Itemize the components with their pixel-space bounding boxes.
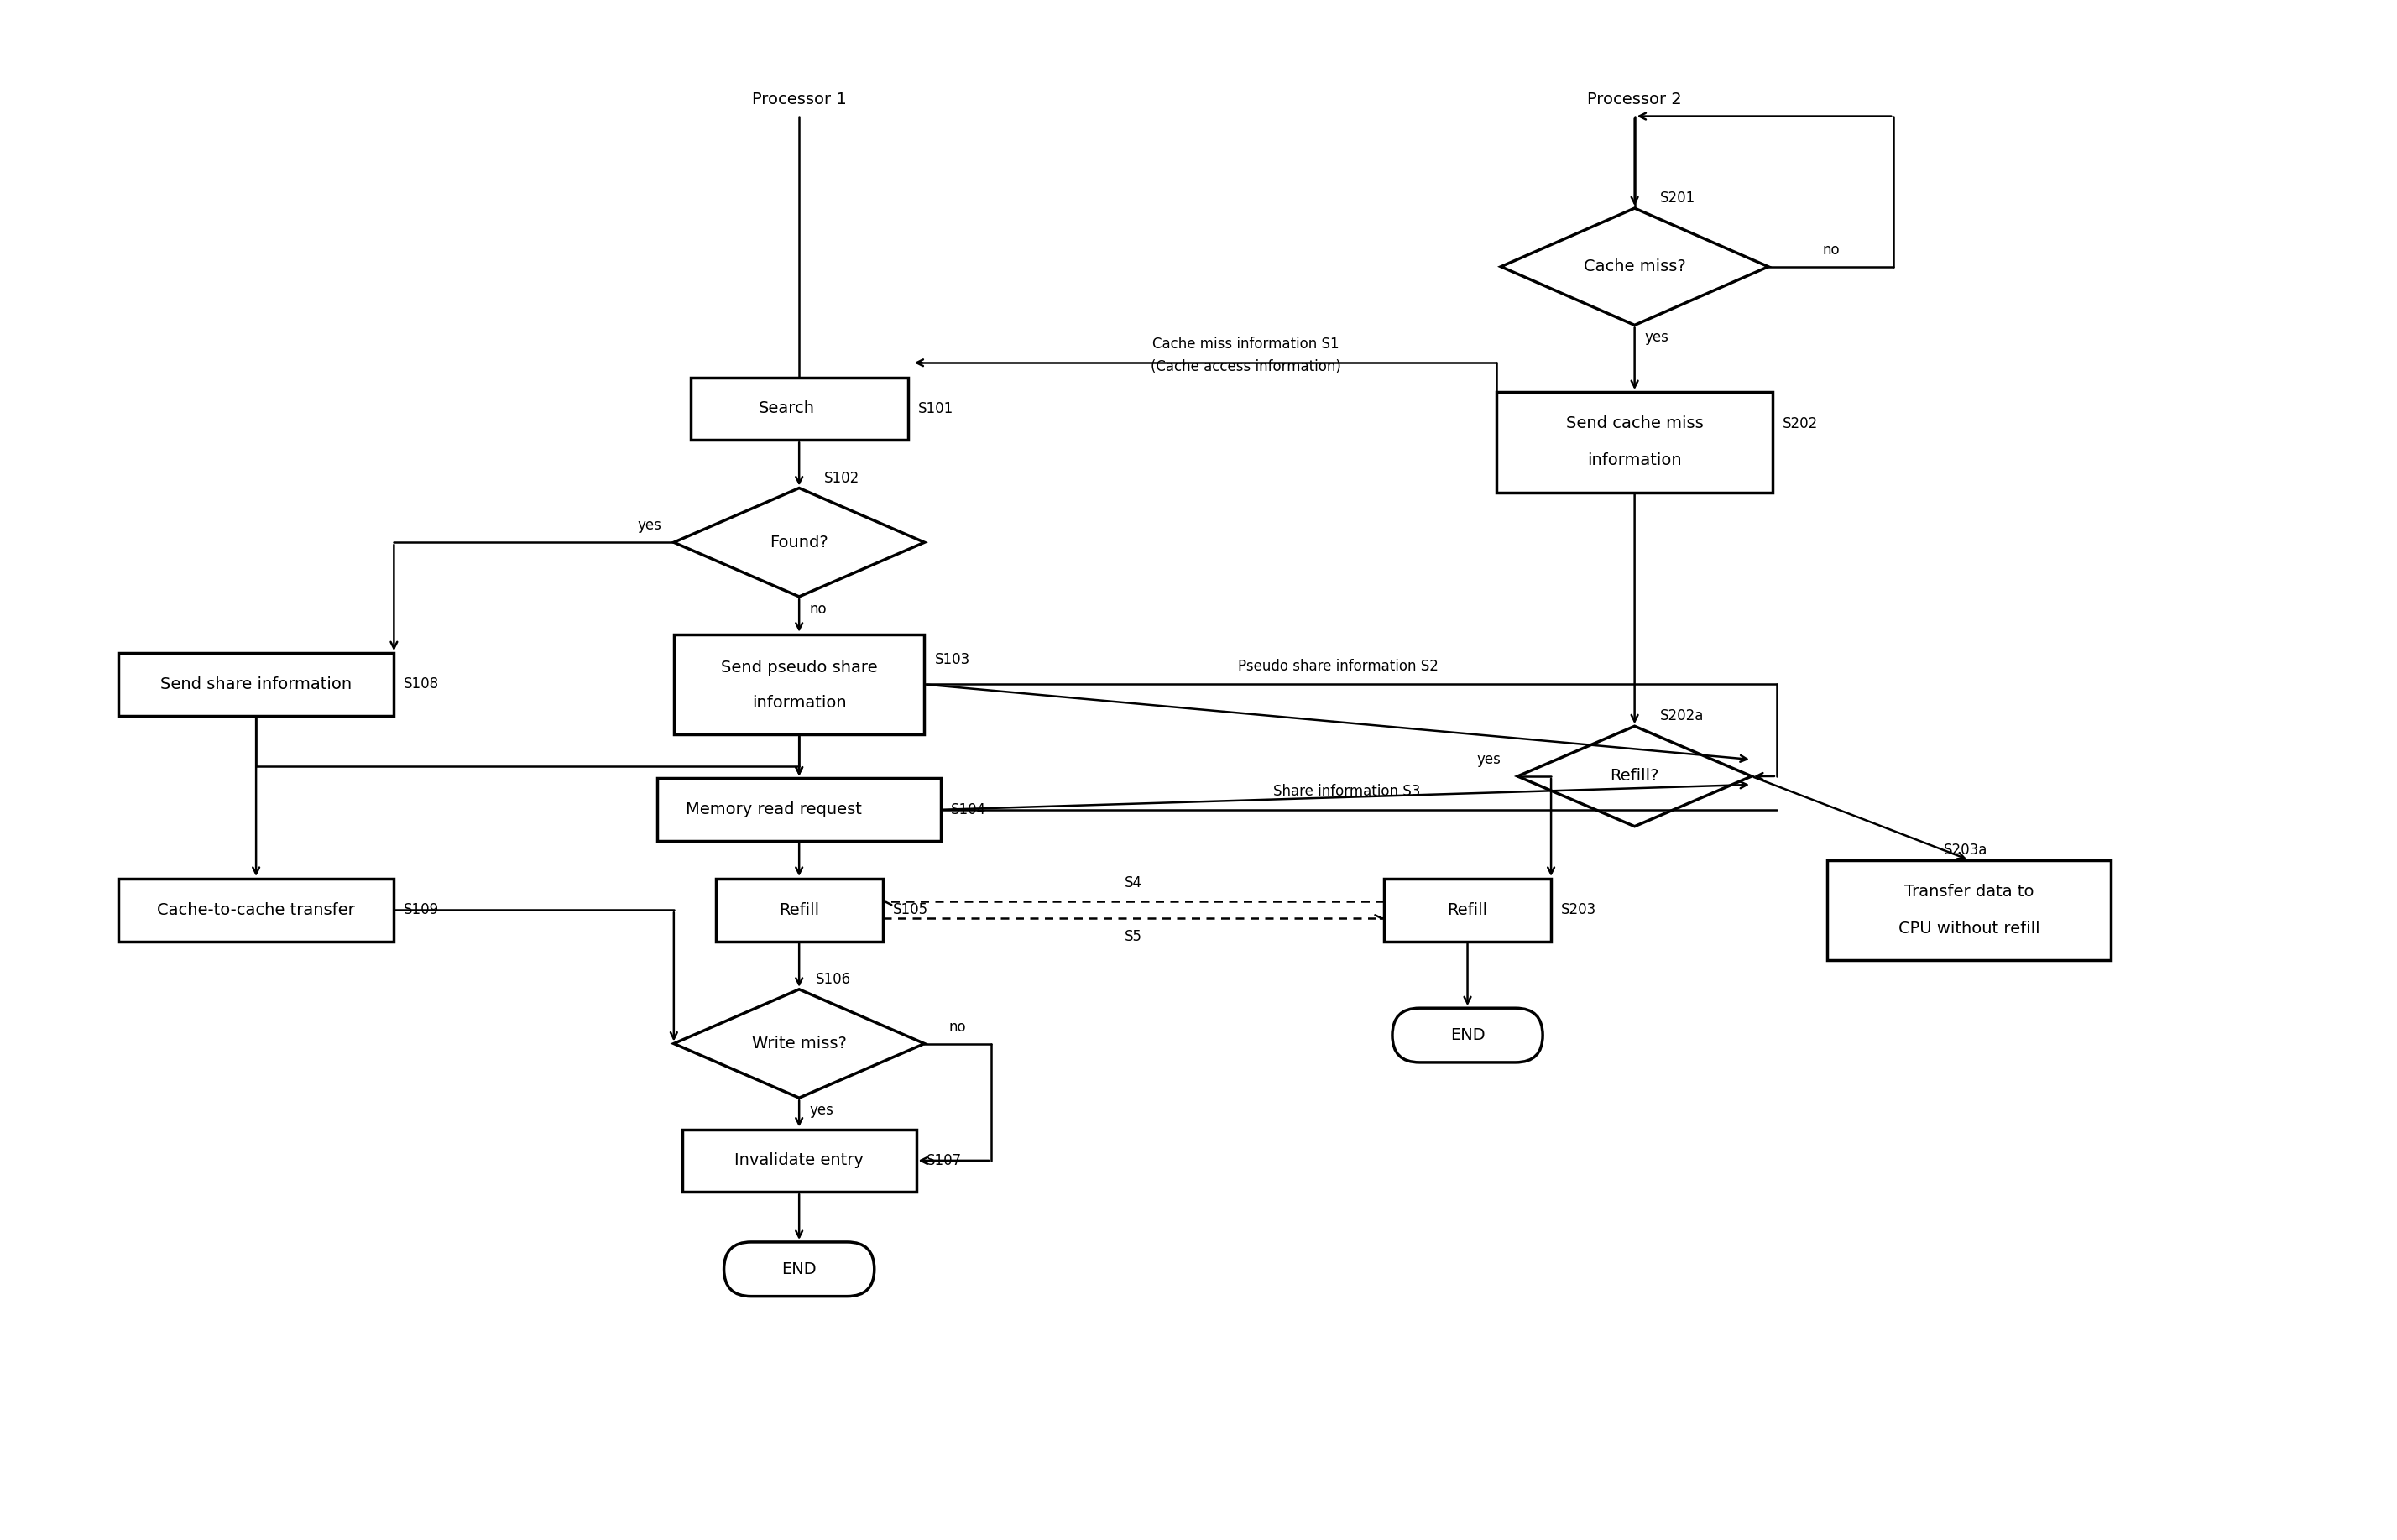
Text: CPU without refill: CPU without refill [1898, 921, 2040, 936]
FancyBboxPatch shape [117, 653, 393, 716]
Text: S203a: S203a [1944, 842, 1987, 858]
Text: Send cache miss: Send cache miss [1565, 416, 1704, 431]
FancyBboxPatch shape [690, 377, 908, 440]
Text: Send pseudo share: Send pseudo share [721, 659, 877, 676]
FancyBboxPatch shape [724, 1243, 875, 1297]
Text: Memory read request: Memory read request [686, 802, 863, 818]
Text: S109: S109 [405, 902, 439, 918]
Text: Transfer data to: Transfer data to [1903, 884, 2033, 899]
Text: S102: S102 [825, 470, 861, 485]
Text: yes: yes [810, 1103, 834, 1118]
Text: S5: S5 [1124, 929, 1141, 944]
Text: no: no [949, 1019, 966, 1035]
FancyBboxPatch shape [717, 879, 882, 941]
FancyBboxPatch shape [1827, 859, 2112, 959]
Text: Refill: Refill [779, 902, 820, 918]
Text: Pseudo share information S2: Pseudo share information S2 [1237, 659, 1438, 673]
Text: information: information [753, 695, 846, 711]
Text: S201: S201 [1659, 191, 1695, 206]
Text: S101: S101 [918, 400, 954, 416]
Polygon shape [674, 989, 925, 1098]
Text: S202: S202 [1783, 416, 1817, 431]
Text: yes: yes [1644, 330, 1668, 345]
Text: Invalidate entry: Invalidate entry [733, 1152, 863, 1169]
Text: END: END [781, 1261, 817, 1277]
Text: Found?: Found? [769, 534, 829, 550]
Polygon shape [674, 488, 925, 596]
FancyBboxPatch shape [674, 634, 925, 735]
Text: S4: S4 [1124, 876, 1141, 890]
Text: (Cache access information): (Cache access information) [1151, 359, 1342, 374]
Text: Refill?: Refill? [1611, 768, 1659, 784]
Text: Search: Search [757, 400, 815, 417]
Text: S104: S104 [952, 802, 988, 818]
Text: yes: yes [1477, 752, 1501, 767]
FancyBboxPatch shape [1383, 879, 1551, 941]
Polygon shape [1501, 208, 1769, 325]
Text: Send share information: Send share information [161, 676, 352, 693]
FancyBboxPatch shape [683, 1129, 916, 1192]
FancyBboxPatch shape [117, 879, 393, 941]
Text: no: no [1822, 242, 1838, 257]
Text: S107: S107 [925, 1153, 961, 1169]
Text: END: END [1450, 1027, 1486, 1043]
Text: Write miss?: Write miss? [753, 1035, 846, 1052]
FancyBboxPatch shape [657, 778, 942, 841]
Text: S108: S108 [405, 676, 439, 691]
Text: S105: S105 [892, 902, 928, 918]
Text: Processor 1: Processor 1 [753, 91, 846, 108]
Text: Processor 2: Processor 2 [1587, 91, 1683, 108]
FancyBboxPatch shape [1393, 1009, 1544, 1063]
Polygon shape [1517, 727, 1752, 827]
Text: yes: yes [638, 517, 662, 533]
Text: no: no [810, 602, 827, 616]
FancyBboxPatch shape [1496, 393, 1771, 493]
Text: S106: S106 [815, 972, 851, 987]
Text: information: information [1587, 453, 1683, 468]
Text: Cache miss information S1: Cache miss information S1 [1153, 337, 1340, 353]
Text: S203: S203 [1560, 902, 1596, 918]
Text: Share information S3: Share information S3 [1273, 784, 1419, 799]
Text: Cache-to-cache transfer: Cache-to-cache transfer [158, 902, 355, 918]
Text: S103: S103 [935, 651, 971, 667]
Text: Refill: Refill [1448, 902, 1489, 918]
Text: S202a: S202a [1659, 708, 1704, 724]
Text: Cache miss?: Cache miss? [1584, 259, 1685, 274]
